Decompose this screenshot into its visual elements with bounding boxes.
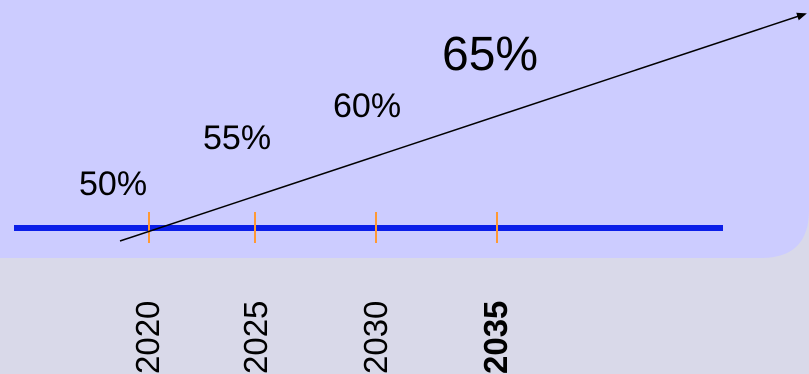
- percent-label-2020: 50%: [79, 165, 147, 203]
- percent-label-2025: 55%: [203, 119, 271, 157]
- highlight-panel: [0, 0, 809, 258]
- year-label-2035: 2035: [477, 301, 514, 374]
- percent-label-2035: 65%: [442, 28, 538, 81]
- year-label-2030: 2030: [357, 301, 394, 374]
- percent-label-2030: 60%: [333, 87, 401, 125]
- year-label-2020: 2020: [129, 301, 166, 374]
- year-label-2025: 2025: [237, 301, 274, 374]
- growth-arrow: [119, 12, 807, 242]
